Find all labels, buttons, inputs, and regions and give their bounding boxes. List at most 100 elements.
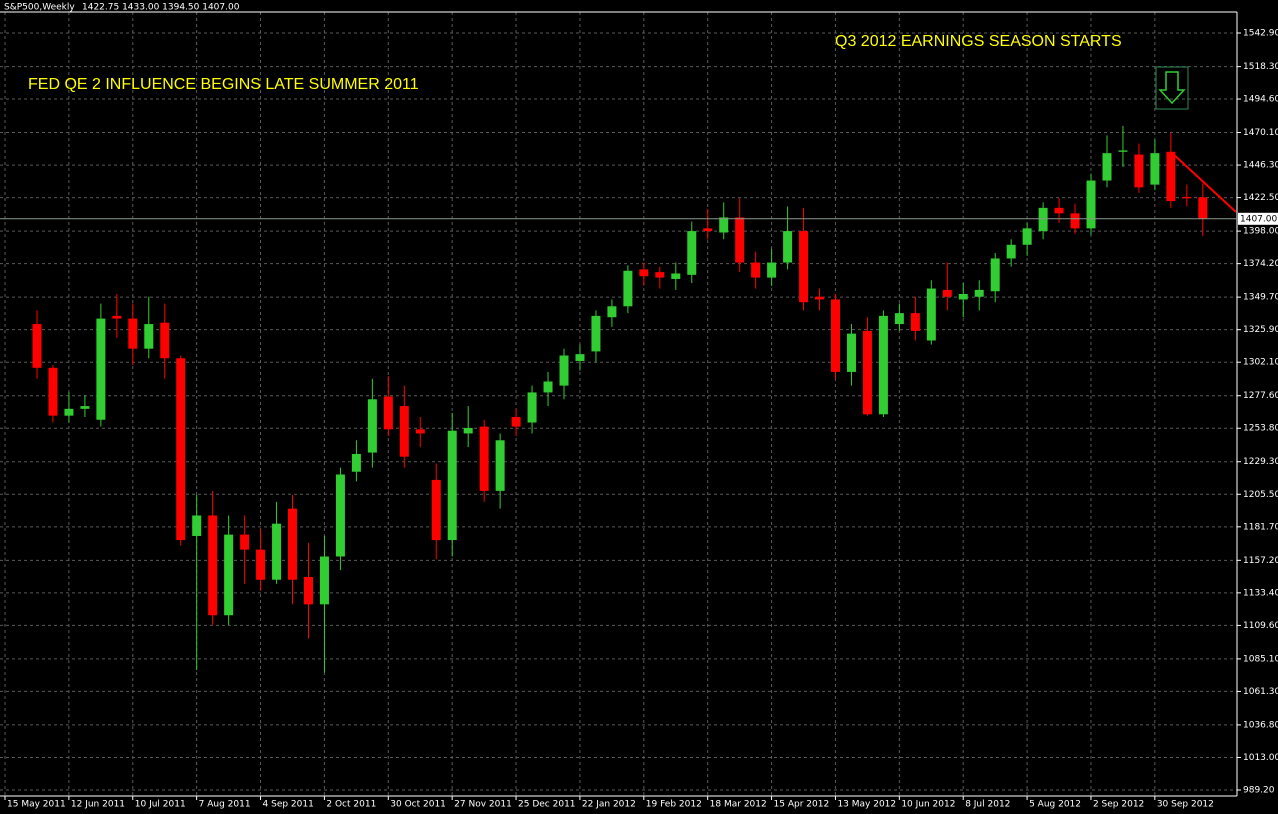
ohlc-readout: 1422.75 1433.00 1394.50 1407.00: [82, 3, 240, 13]
candle-body: [495, 440, 505, 491]
x-tick-label: 8 Jul 2012: [965, 800, 1010, 810]
x-tick-label: 27 Nov 2011: [454, 800, 512, 810]
candle-body: [1102, 153, 1112, 181]
y-tick-label: 1446.30: [1243, 161, 1278, 171]
candle-body: [303, 576, 313, 605]
y-tick-label: 1325.90: [1243, 325, 1278, 335]
y-tick-label: 1277.60: [1243, 391, 1278, 401]
x-tick-label: 10 Jun 2012: [901, 800, 955, 810]
candle-body: [96, 318, 106, 420]
y-tick-label: 1085.10: [1243, 654, 1278, 664]
candle-body: [367, 399, 377, 453]
candle-body: [783, 231, 793, 263]
candle-body: [335, 474, 345, 557]
x-tick-label: 2 Oct 2011: [326, 800, 376, 810]
candle-body: [719, 217, 729, 233]
last-price-label: 1407.00: [1240, 214, 1277, 224]
candle-body: [144, 324, 154, 349]
candle-body: [894, 313, 904, 325]
candle-body: [767, 262, 777, 278]
candle-body: [527, 392, 537, 423]
grid: [0, 12, 1237, 796]
candle-body: [1070, 213, 1080, 229]
candle-body: [575, 354, 585, 361]
y-tick-label: 1157.20: [1243, 556, 1278, 566]
annotation: Q3 2012 EARNINGS SEASON STARTS: [835, 33, 1122, 50]
x-tick-label: 13 May 2012: [837, 800, 896, 810]
candle-body: [846, 333, 856, 372]
candles: [32, 125, 1208, 673]
candle-body: [272, 523, 282, 580]
candle-body: [511, 417, 521, 427]
arrow-box: [1155, 66, 1189, 110]
candle-body: [240, 534, 250, 550]
candle-body: [591, 315, 601, 352]
candle-body: [1134, 154, 1144, 188]
candle-body: [256, 549, 266, 580]
candle-body: [32, 324, 42, 368]
candle-body: [735, 217, 745, 263]
candle-body: [479, 426, 489, 491]
candle-body: [1022, 228, 1032, 245]
y-tick-label: 1470.10: [1243, 128, 1278, 138]
candle-body: [623, 270, 633, 307]
trend-line: [1171, 152, 1237, 213]
candle-body: [655, 272, 665, 278]
y-tick-label: 1133.40: [1243, 588, 1278, 598]
candle-body: [990, 258, 1000, 292]
candle-body: [942, 289, 952, 297]
y-tick-label: 1349.70: [1243, 293, 1278, 303]
y-tick-label: 1494.60: [1243, 95, 1278, 105]
candle-body: [288, 508, 298, 580]
last-price-box: [1238, 212, 1278, 225]
candle-body: [926, 288, 936, 341]
axis-labels: 989.20 1013.00 1036.80 1061.30 1085.10 1109.6…: [0, 29, 1278, 810]
candle-body: [319, 556, 329, 605]
y-tick-label: 1013.00: [1243, 753, 1278, 763]
x-tick-label: 25 Dec 2011: [518, 800, 576, 810]
y-tick-label: 1109.60: [1243, 621, 1278, 631]
candle-body: [399, 406, 409, 457]
down-arrow: [1158, 71, 1186, 105]
candle-body: [974, 289, 984, 297]
candle-body: [128, 318, 138, 349]
x-tick-label: 4 Sep 2011: [263, 800, 314, 810]
x-tick-label: 7 Aug 2011: [199, 800, 251, 810]
y-tick-label: 1422.50: [1243, 193, 1278, 203]
candle-body: [862, 330, 872, 415]
candle-body: [1054, 207, 1064, 214]
y-tick-label: 1036.80: [1243, 720, 1278, 730]
x-tick-label: 30 Oct 2011: [390, 800, 446, 810]
x-tick-label: 18 Mar 2012: [710, 800, 767, 810]
y-tick-label: 1229.30: [1243, 457, 1278, 467]
x-tick-label: 5 Aug 2012: [1029, 800, 1081, 810]
x-tick-label: 22 Jan 2012: [582, 800, 636, 810]
candle-body: [1086, 180, 1096, 229]
candle-body: [831, 299, 840, 372]
y-tick-label: 1374.20: [1243, 259, 1278, 269]
candle-body: [671, 273, 681, 279]
y-tick-label: 1205.50: [1243, 490, 1278, 500]
candle-body: [160, 322, 170, 359]
candle-body: [112, 315, 122, 319]
candle-body: [1166, 151, 1176, 202]
candle-body: [176, 358, 186, 541]
candle-body: [607, 306, 617, 318]
chart-title: S&P500,Weekly: [4, 3, 75, 13]
candle-body: [799, 231, 809, 303]
candle-body: [431, 479, 441, 541]
y-tick-label: 1253.80: [1243, 424, 1278, 434]
candle-body: [48, 367, 58, 416]
x-tick-label: 19 Feb 2012: [646, 800, 702, 810]
candle-body: [559, 355, 569, 386]
candle-body: [415, 429, 425, 434]
candle-body: [1198, 197, 1208, 219]
y-tick-label: 1542.90: [1243, 29, 1278, 39]
y-tick-label: 1518.30: [1243, 62, 1278, 72]
x-tick-label: 10 Jul 2011: [135, 800, 186, 810]
x-tick-label: 12 Jun 2011: [71, 800, 125, 810]
candle-body: [224, 534, 234, 616]
candle-body: [815, 296, 825, 300]
